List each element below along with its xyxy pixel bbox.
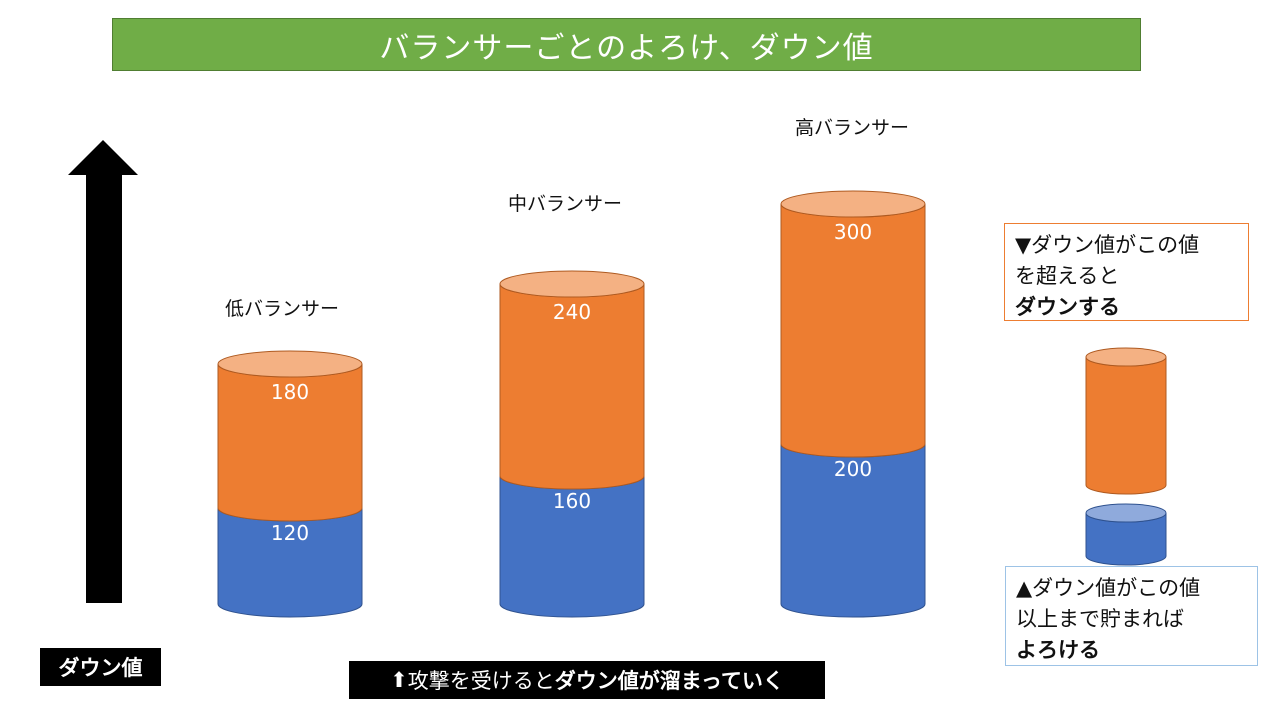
dodge-callout-line2: 以上まで貯まれば	[1016, 607, 1184, 631]
dodge-callout-line1: ▲ダウン値がこの値	[1016, 576, 1201, 600]
down-threshold-callout: ▼ダウン値がこの値 を超えると ダウンする	[1004, 223, 1249, 321]
axis-caption: ダウン値	[40, 648, 161, 686]
bottom-caption: ⬆ 攻撃を受けると ダウン値が溜まっていく	[349, 661, 825, 699]
bottom-caption-strong: ダウン値が溜まっていく	[554, 669, 784, 693]
category-label-high: 高バランサー	[795, 117, 910, 139]
bar-high-top-cap	[780, 190, 926, 218]
legend-down-cylinder-cap	[1085, 347, 1167, 367]
bar-mid-down-value: 240	[553, 300, 591, 324]
bar-mid-top-cap	[499, 270, 645, 298]
up-arrow-icon	[68, 140, 138, 603]
bars-group: 180 120 240 160 300 200	[217, 190, 926, 618]
category-label-mid: 中バランサー	[508, 193, 623, 215]
bottom-caption-text: 攻撃を受けると	[407, 669, 555, 693]
bar-high-dodge-value: 200	[834, 457, 872, 481]
bar-mid-dodge-value: 160	[553, 489, 591, 513]
page-title: バランサーごとのよろけ、ダウン値	[112, 18, 1141, 71]
legend-down-cylinder-body	[1085, 356, 1167, 495]
down-callout-line1: ▼ダウン値がこの値	[1015, 233, 1200, 257]
up-arrow-small-icon: ⬆	[390, 668, 408, 692]
legend-dodge-cylinder-cap	[1085, 503, 1167, 523]
down-callout-line2: を超えると	[1015, 264, 1120, 288]
bar-low-top-cap	[217, 350, 363, 378]
bar-high-down-value: 300	[834, 220, 872, 244]
legend-cylinders	[1085, 347, 1167, 566]
down-callout-strong: ダウンする	[1015, 295, 1120, 319]
category-label-low: 低バランサー	[225, 298, 340, 320]
dodge-threshold-callout: ▲ダウン値がこの値 以上まで貯まれば よろける	[1005, 566, 1258, 666]
bar-low-down-value: 180	[271, 380, 309, 404]
dodge-callout-strong: よろける	[1016, 638, 1100, 662]
bar-low-dodge-value: 120	[271, 521, 309, 545]
